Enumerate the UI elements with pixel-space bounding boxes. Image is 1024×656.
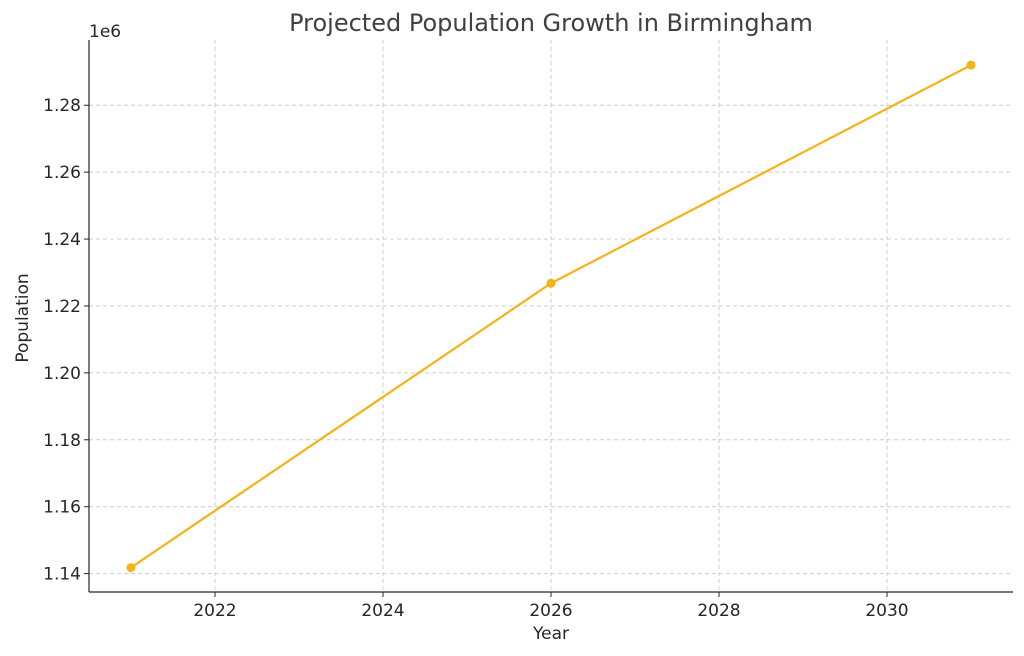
- series: [126, 60, 976, 573]
- y-tick-label-6: 1.26: [43, 163, 81, 183]
- y-tick-label-1: 1.16: [43, 498, 81, 518]
- y-tick-label-7: 1.28: [43, 96, 81, 116]
- grid: [89, 40, 1013, 592]
- y-axis-offset-label: 1e6: [89, 22, 121, 42]
- x-axis-ticks: 2022 2024 2026 2028 2030: [193, 592, 909, 621]
- x-tick-label-1: 2024: [361, 601, 404, 621]
- x-axis-label: Year: [532, 624, 569, 644]
- data-point-0-1: [546, 278, 556, 288]
- y-tick-label-5: 1.24: [43, 230, 81, 250]
- y-tick-label-3: 1.20: [43, 364, 81, 384]
- x-tick-label-3: 2028: [697, 601, 740, 621]
- y-axis-ticks: 1.14 1.16 1.18 1.20 1.22 1.24 1.26 1.28: [43, 96, 89, 585]
- y-axis-label: Population: [13, 273, 33, 362]
- x-tick-label-2: 2026: [529, 601, 572, 621]
- y-tick-label-2: 1.18: [43, 431, 81, 451]
- data-point-0-0: [126, 563, 136, 573]
- y-tick-label-4: 1.22: [43, 297, 81, 317]
- x-tick-label-4: 2030: [865, 601, 908, 621]
- y-tick-label-0: 1.14: [43, 565, 81, 585]
- x-tick-label-0: 2022: [193, 601, 236, 621]
- data-point-0-2: [966, 60, 976, 70]
- chart-title: Projected Population Growth in Birmingha…: [289, 9, 813, 37]
